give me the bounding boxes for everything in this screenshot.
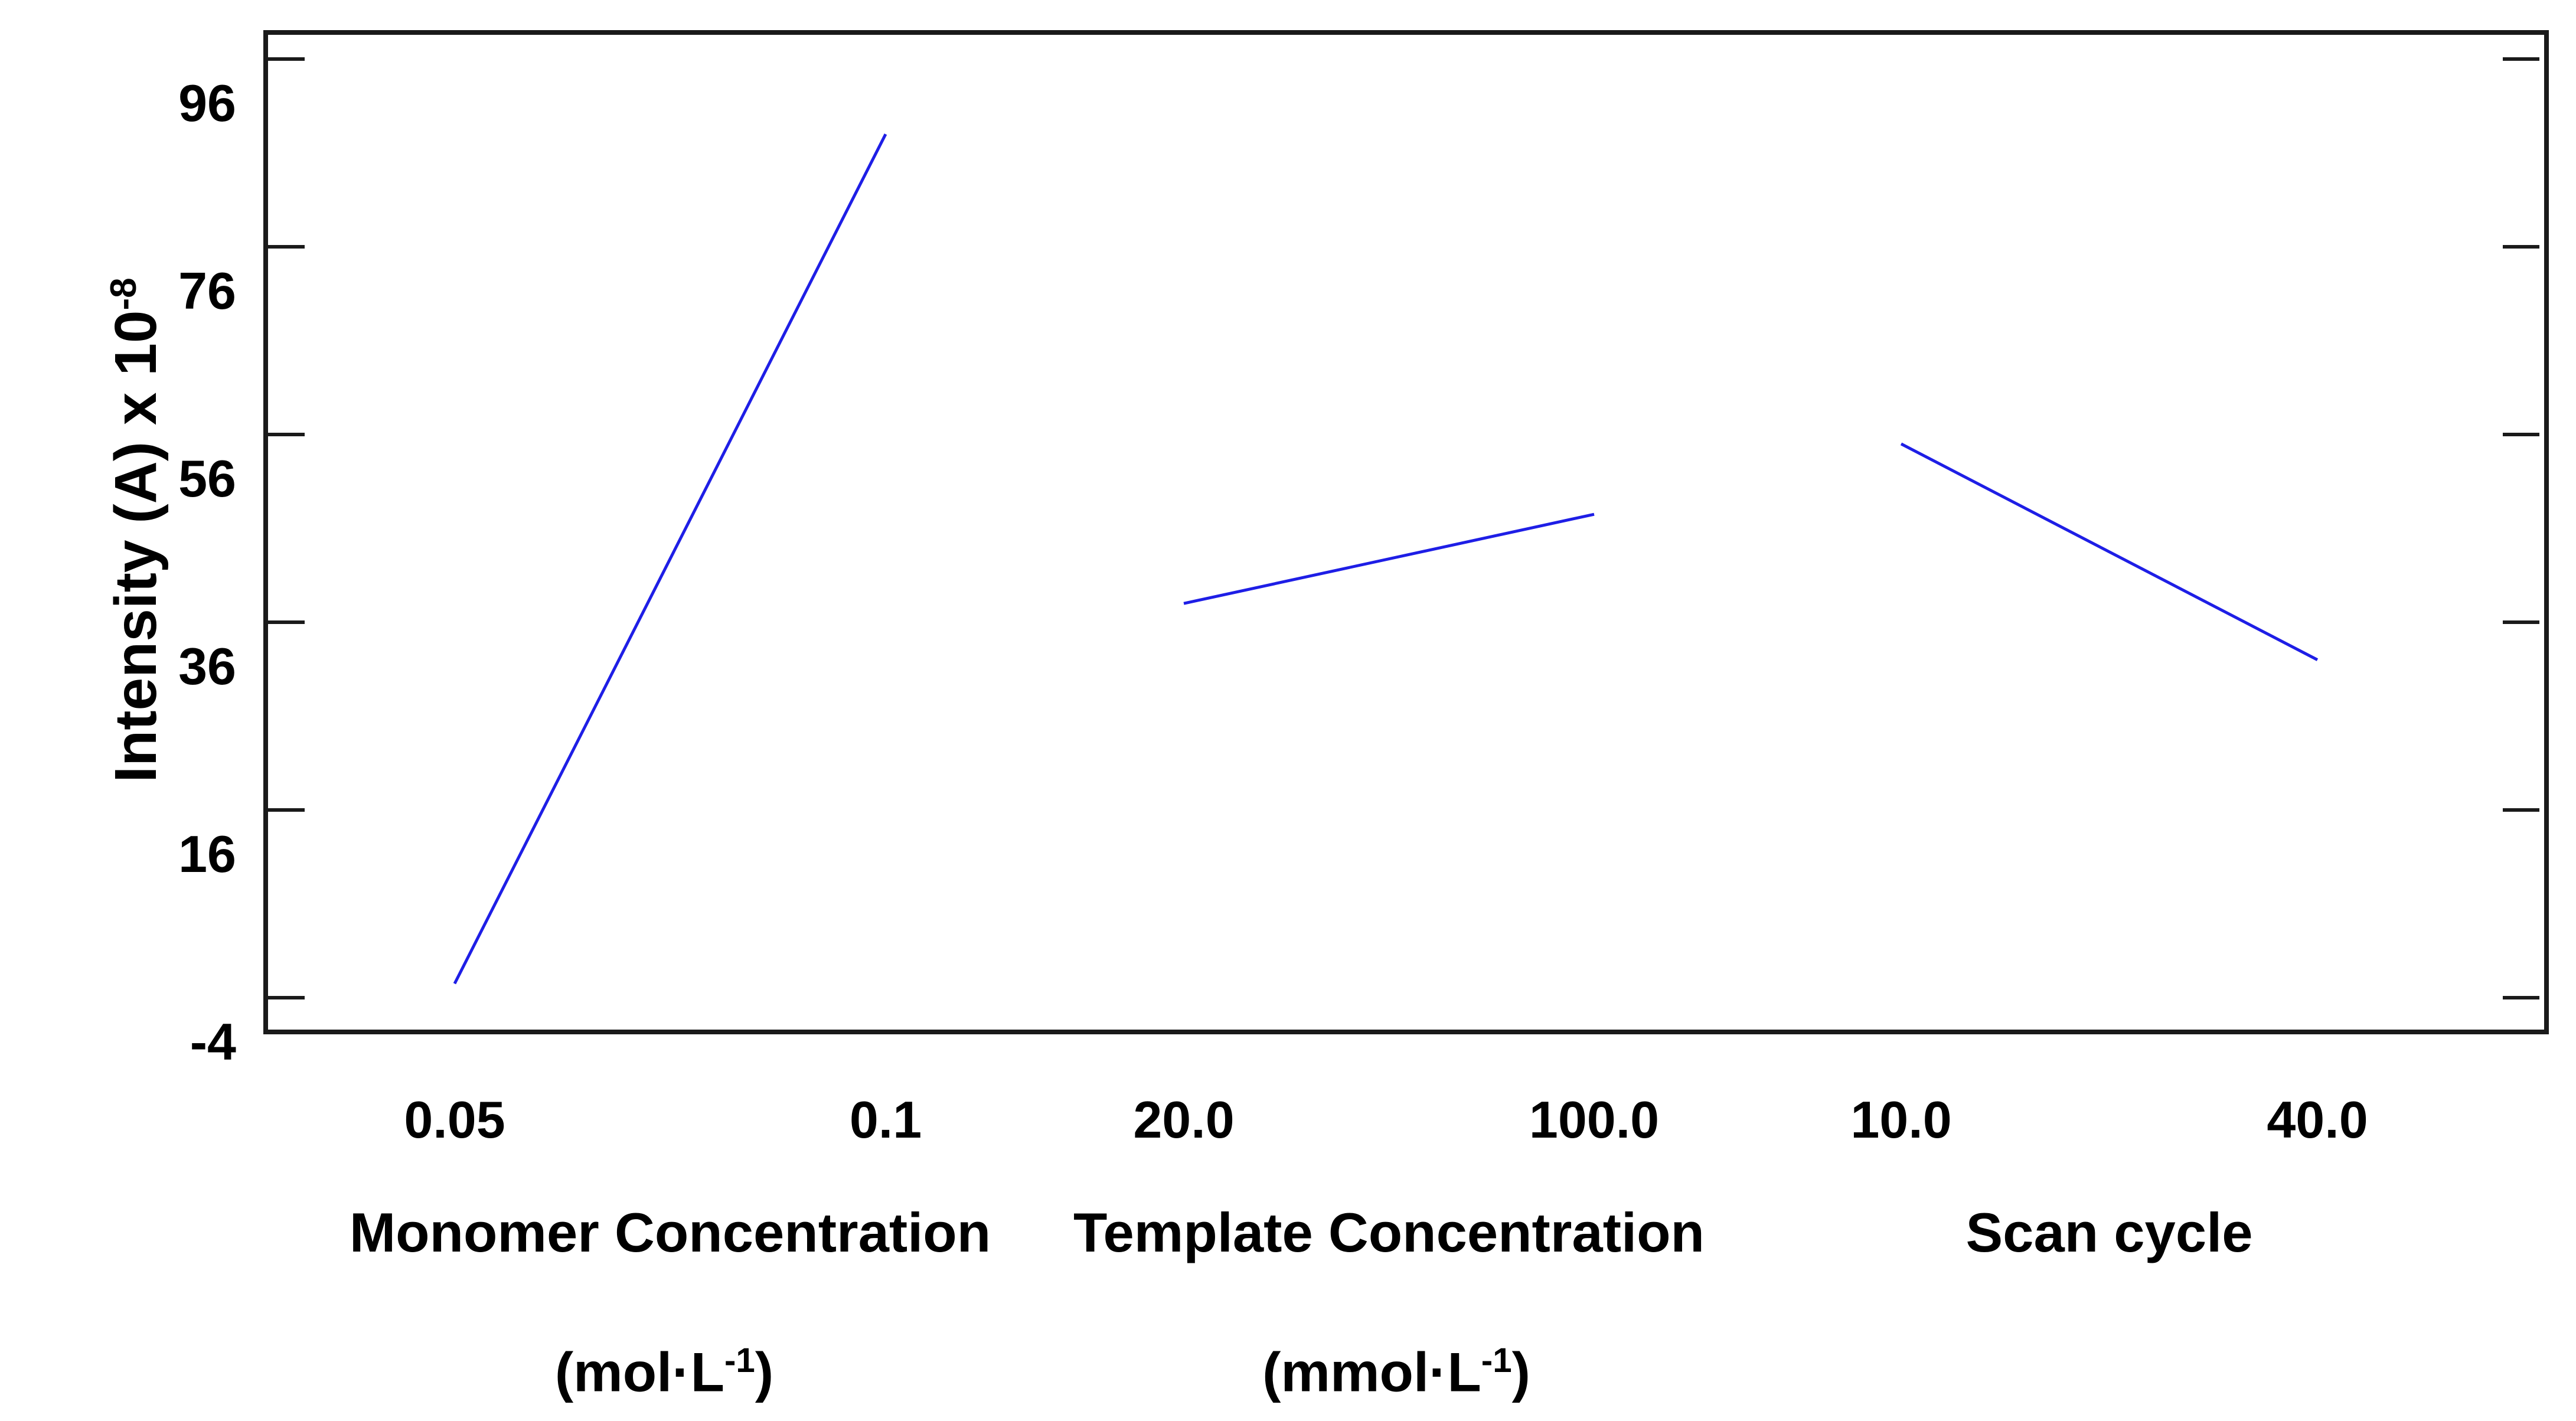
- unit-open: (mol·L: [554, 1341, 724, 1403]
- plot-frame: [263, 30, 2549, 1034]
- y-tick-label: 56: [178, 449, 236, 508]
- line-template: [1183, 512, 1595, 605]
- y-tick-mark: [268, 245, 305, 249]
- y-tick-mark: [2503, 57, 2539, 61]
- unit-close: ): [1511, 1341, 1530, 1403]
- y-tick-mark: [2503, 245, 2539, 249]
- panel-title-template: Template Concentration: [1073, 1201, 1705, 1263]
- unit-open: (mmol·L: [1262, 1341, 1481, 1403]
- line-scan: [1900, 442, 2319, 661]
- x-tick-label-scan-high: 40.0: [2267, 1090, 2368, 1149]
- panel-title-monomer: Monomer Concentration: [349, 1201, 991, 1263]
- y-tick-mark: [2503, 620, 2539, 624]
- plot-lines: [453, 133, 2319, 985]
- y-tick-mark: [268, 996, 305, 999]
- y-tick-mark: [2503, 996, 2539, 999]
- x-tick-label-monomer-low: 0.05: [404, 1090, 505, 1149]
- y-tick-mark: [2503, 808, 2539, 812]
- y-tick-mark: [268, 57, 305, 61]
- y-tick-label: 36: [178, 637, 236, 695]
- y-tick-mark: [2503, 433, 2539, 436]
- x-tick-label-scan-low: 10.0: [1850, 1090, 1952, 1149]
- y-tick-label: 96: [178, 74, 236, 132]
- unit-exponent: -1: [1481, 1341, 1512, 1380]
- y-tick-label: -4: [190, 1012, 236, 1071]
- x-tick-label-template-high: 100.0: [1529, 1090, 1660, 1149]
- x-tick-label-template-low: 20.0: [1133, 1090, 1235, 1149]
- panel-unit-template: (mmol·L-1): [1101, 1319, 1692, 1413]
- y-tick-label: 76: [178, 262, 236, 320]
- y-tick-label: 16: [178, 825, 236, 883]
- y-tick-mark: [268, 620, 305, 624]
- y-axis-title-text: Intensity (A) x 10: [103, 309, 169, 783]
- y-tick-mark: [268, 808, 305, 812]
- y-axis-title: Intensity (A) x 10-8: [94, 277, 169, 782]
- unit-close: ): [755, 1341, 774, 1403]
- line-monomer: [453, 133, 887, 985]
- panel-unit-monomer: (mol·L-1): [369, 1319, 959, 1413]
- panel-title-scan: Scan cycle: [1966, 1201, 2253, 1263]
- y-tick-mark: [268, 433, 305, 436]
- x-tick-label-monomer-high: 0.1: [849, 1090, 922, 1149]
- unit-exponent: -1: [724, 1341, 755, 1380]
